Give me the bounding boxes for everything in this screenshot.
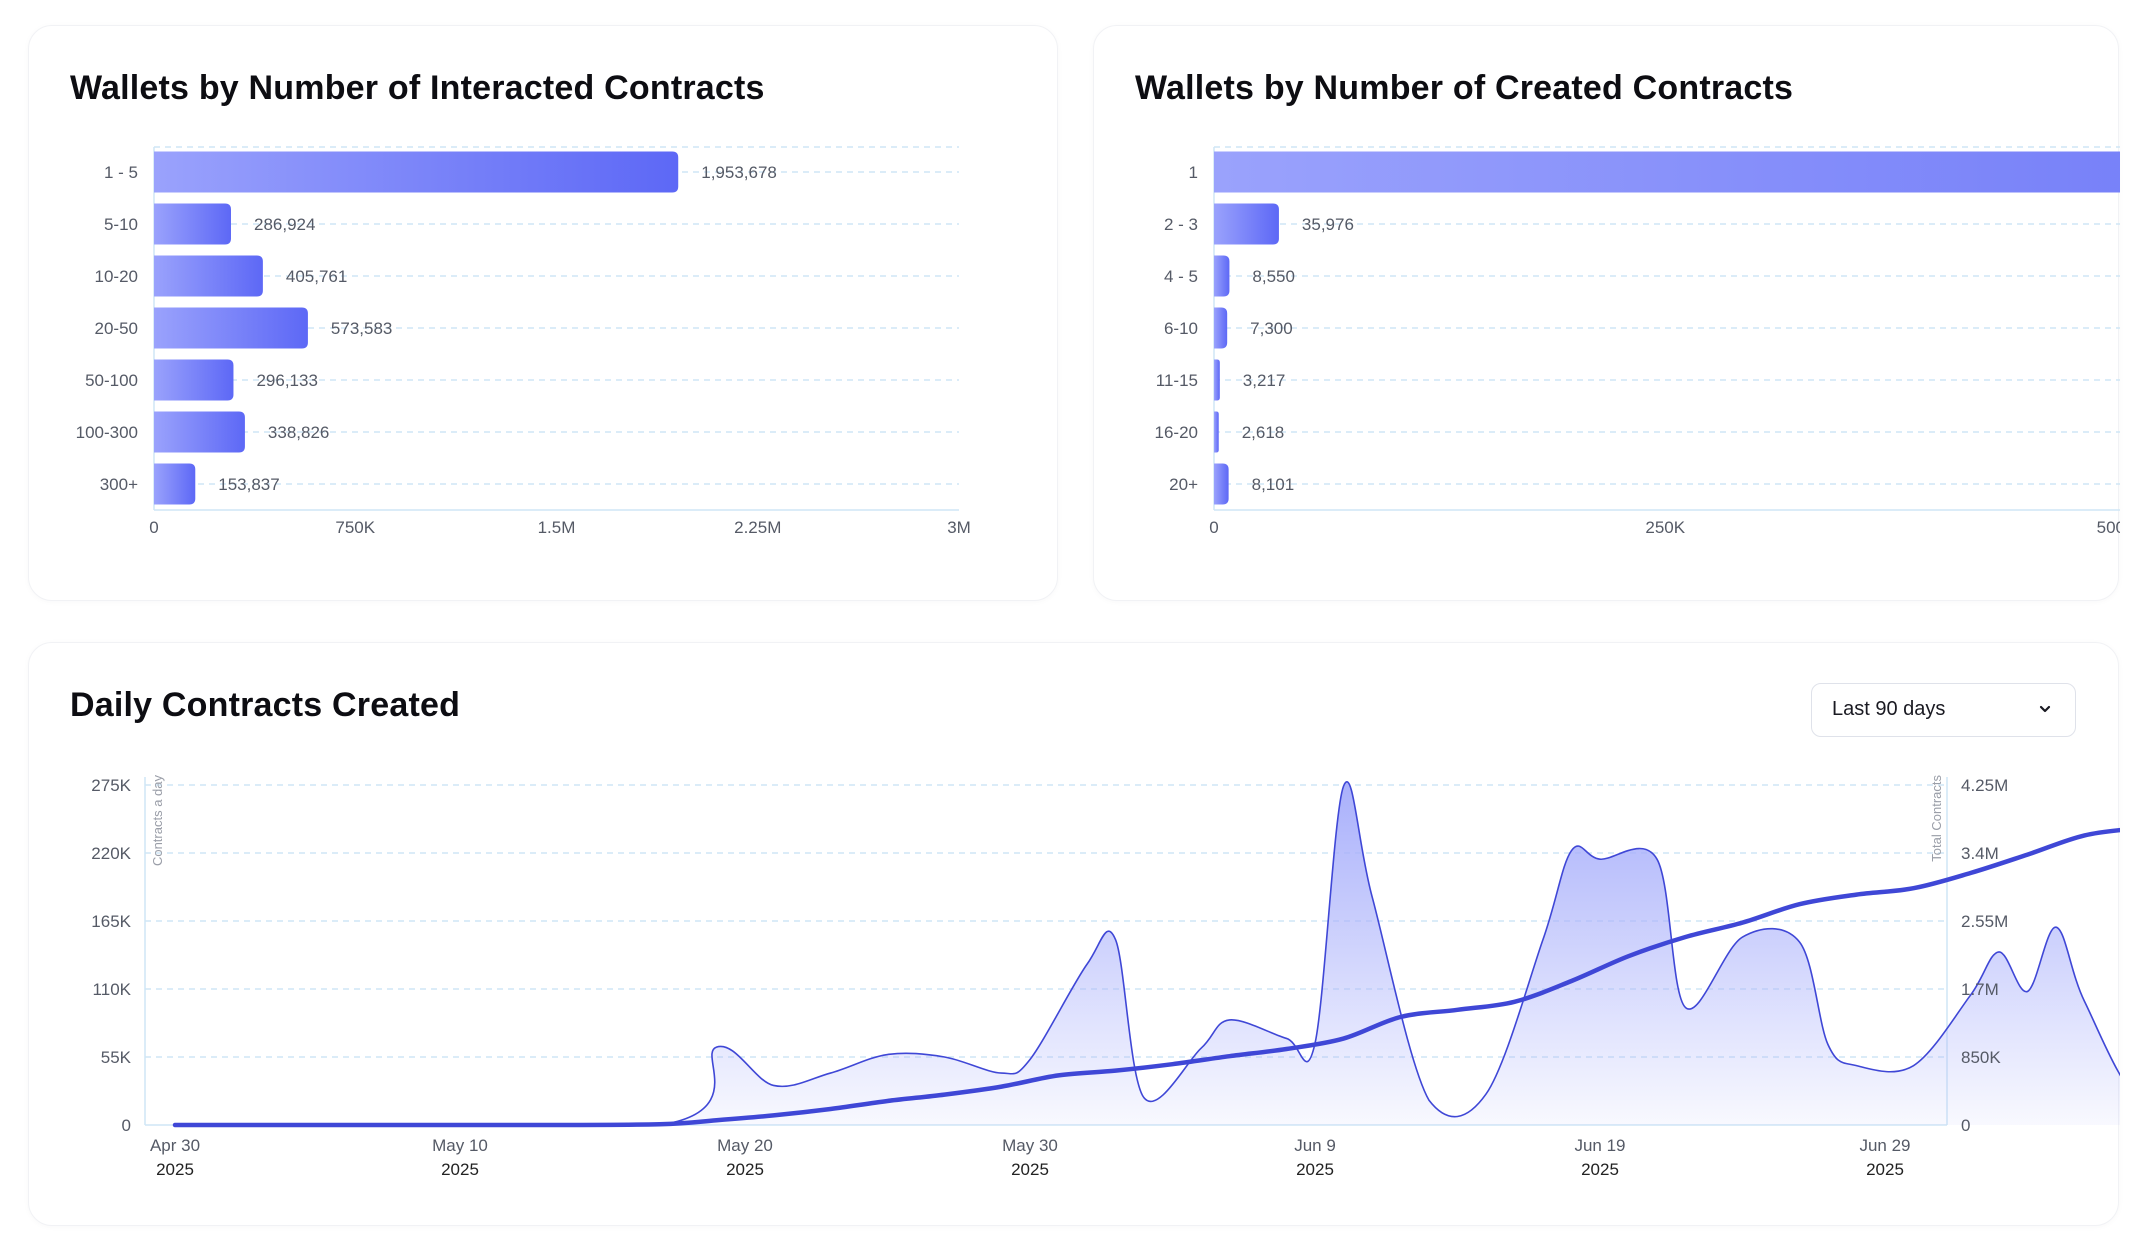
data-label: 35,976 — [1302, 215, 1354, 234]
y-left-tick-label: 55K — [101, 1048, 132, 1067]
created-contracts-title: Wallets by Number of Created Contracts — [1135, 69, 1794, 107]
data-label: 8,101 — [1252, 475, 1295, 494]
category-label: 11-15 — [1156, 371, 1198, 390]
data-label: 296,133 — [256, 371, 317, 390]
category-label: 2 - 3 — [1164, 215, 1198, 234]
y-right-tick-label: 850K — [1961, 1048, 2001, 1067]
daily-contracts-card: Daily Contracts Created Last 90 days 0 55… — [28, 642, 2120, 1226]
bar — [154, 359, 234, 401]
date-range-select-value: Last 90 days — [1832, 698, 1946, 720]
x-tick-label: Jun 9 — [1294, 1136, 1336, 1155]
x-tick-year-label: 2025 — [156, 1160, 194, 1179]
data-label: 286,924 — [254, 215, 315, 234]
category-label: 5-10 — [104, 215, 138, 234]
category-label: 50-100 — [85, 371, 138, 390]
total-contracts-line — [172, 827, 2120, 1128]
data-label: 3,217 — [1243, 371, 1286, 390]
bar — [1214, 359, 1220, 401]
bar — [1214, 463, 1229, 505]
x-tick-label: 500K — [2097, 518, 2120, 537]
y-left-tick-label: 220K — [91, 844, 131, 863]
data-label: 1,953,678 — [701, 163, 777, 182]
data-label: 153,837 — [218, 475, 279, 494]
y-left-tick-label: 110K — [93, 980, 132, 999]
chevron-down-icon — [2039, 705, 2051, 713]
x-tick-label: May 30 — [1002, 1136, 1058, 1155]
category-label: 4 - 5 — [1164, 267, 1198, 286]
category-label: 100-300 — [76, 423, 138, 442]
bar — [154, 411, 245, 453]
bar — [1214, 255, 1230, 297]
category-label: 16-20 — [1155, 423, 1198, 442]
bar — [154, 463, 196, 505]
y-right-axis-title: Total Contracts — [1929, 775, 1944, 862]
category-label: 6-10 — [1164, 319, 1198, 338]
interacted-contracts-chart: 1 - 5 1,953,678 5-10 286,924 10-20 405,761 20-… — [76, 146, 971, 537]
bar — [1214, 411, 1219, 453]
x-tick-label: Apr 30 — [150, 1136, 200, 1155]
bar — [1214, 307, 1228, 349]
x-tick-label: 250K — [1645, 518, 1685, 537]
date-range-select[interactable]: Last 90 days — [1811, 683, 2076, 737]
x-tick-label: 3M — [947, 518, 971, 537]
data-label: 2,618 — [1242, 423, 1285, 442]
x-tick-label: 0 — [149, 518, 158, 537]
y-left-tick-label: 0 — [122, 1116, 131, 1135]
y-right-tick-label: 0 — [1961, 1116, 1970, 1135]
category-label: 1 - 5 — [104, 163, 138, 182]
x-tick-year-label: 2025 — [1581, 1160, 1619, 1179]
data-label: 573,583 — [331, 319, 392, 338]
daily-contracts-title: Daily Contracts Created — [70, 686, 461, 724]
x-tick-label: Jun 29 — [1859, 1136, 1910, 1155]
x-tick-label: 750K — [335, 518, 375, 537]
interacted-contracts-card: Wallets by Number of Interacted Contract… — [28, 25, 1058, 601]
data-label: 7,300 — [1250, 319, 1293, 338]
bar — [154, 307, 308, 349]
bar — [154, 203, 231, 245]
category-label: 10-20 — [95, 267, 138, 286]
x-tick-label: 2.25M — [734, 518, 781, 537]
data-label: 405,761 — [286, 267, 347, 286]
x-tick-label: May 10 — [432, 1136, 488, 1155]
y-left-axis-title: Contracts a day — [150, 775, 165, 867]
x-tick-year-label: 2025 — [1011, 1160, 1049, 1179]
x-tick-year-label: 2025 — [1296, 1160, 1334, 1179]
category-label: 300+ — [100, 475, 138, 494]
y-right-tick-label: 3.4M — [1961, 844, 1999, 863]
x-tick-year-label: 2025 — [441, 1160, 479, 1179]
y-left-tick-label: 275K — [91, 776, 131, 795]
x-tick-label: Jun 19 — [1574, 1136, 1625, 1155]
category-label: 1 — [1189, 163, 1198, 182]
interacted-contracts-title: Wallets by Number of Interacted Contract… — [70, 69, 765, 107]
bar — [154, 255, 263, 297]
x-tick-year-label: 2025 — [1866, 1160, 1904, 1179]
data-label: 8,550 — [1252, 267, 1295, 286]
x-tick-year-label: 2025 — [726, 1160, 764, 1179]
daily-contracts-chart: 0 55K 110K 165K 220K 275K 0 850K 1.7M 2.55M 3.4M 4.… — [91, 775, 2120, 1179]
x-tick-label: 0 — [1209, 518, 1218, 537]
y-left-tick-label: 165K — [91, 912, 131, 931]
bar — [1214, 203, 1279, 245]
x-tick-label: May 20 — [717, 1136, 773, 1155]
y-right-tick-label: 2.55M — [1961, 912, 2008, 931]
x-tick-label: 1.5M — [538, 518, 576, 537]
bar — [1214, 151, 2120, 193]
daily-area-fill — [175, 782, 2120, 1125]
category-label: 20-50 — [95, 319, 138, 338]
daily-area-line — [175, 781, 2120, 1126]
y-right-tick-label: 4.25M — [1961, 776, 2008, 795]
created-contracts-card: Wallets by Number of Created Contracts 1… — [1093, 25, 2120, 601]
bar — [154, 151, 679, 193]
data-label: 338,826 — [268, 423, 329, 442]
category-label: 20+ — [1169, 475, 1198, 494]
y-right-tick-label: 1.7M — [1961, 980, 1999, 999]
